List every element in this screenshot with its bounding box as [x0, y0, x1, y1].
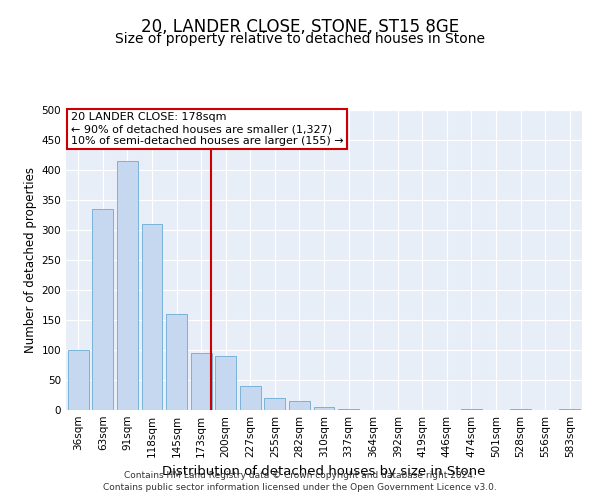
Bar — [191, 353, 212, 410]
Bar — [68, 350, 89, 410]
Bar — [142, 224, 163, 410]
Bar — [338, 409, 359, 410]
Bar — [117, 161, 138, 410]
Bar — [314, 407, 334, 410]
Text: Contains HM Land Registry data © Crown copyright and database right 2024.
Contai: Contains HM Land Registry data © Crown c… — [103, 471, 497, 492]
Text: Size of property relative to detached houses in Stone: Size of property relative to detached ho… — [115, 32, 485, 46]
Text: 20, LANDER CLOSE, STONE, ST15 8GE: 20, LANDER CLOSE, STONE, ST15 8GE — [141, 18, 459, 36]
Bar — [215, 356, 236, 410]
X-axis label: Distribution of detached houses by size in Stone: Distribution of detached houses by size … — [163, 466, 485, 478]
Bar — [166, 314, 187, 410]
Text: 20 LANDER CLOSE: 178sqm
← 90% of detached houses are smaller (1,327)
10% of semi: 20 LANDER CLOSE: 178sqm ← 90% of detache… — [71, 112, 344, 146]
Bar — [240, 386, 261, 410]
Bar — [92, 209, 113, 410]
Y-axis label: Number of detached properties: Number of detached properties — [24, 167, 37, 353]
Bar — [265, 398, 286, 410]
Bar — [289, 401, 310, 410]
